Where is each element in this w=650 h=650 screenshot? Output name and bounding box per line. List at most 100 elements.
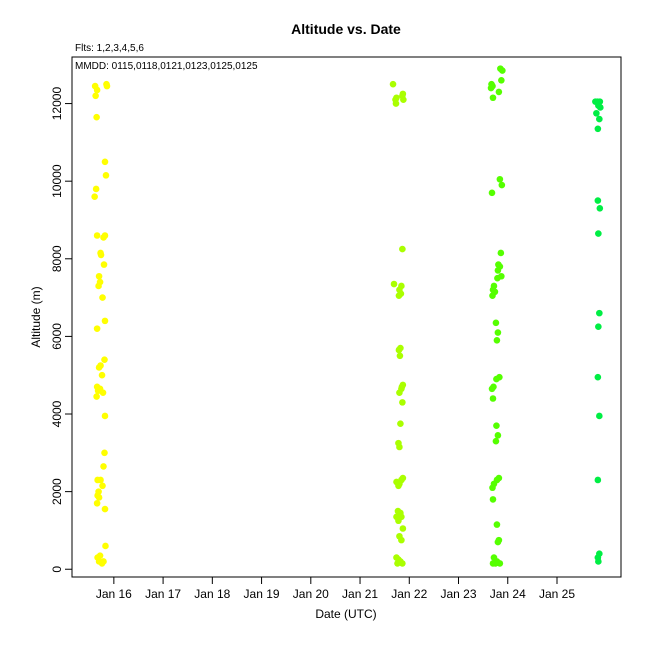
data-point: [487, 84, 495, 92]
data-point: [98, 371, 106, 379]
data-point: [398, 536, 405, 544]
data-point: [489, 292, 496, 299]
data-point: [596, 205, 604, 212]
data-point: [93, 325, 101, 332]
data-point: [496, 175, 504, 183]
x-tick-label: Jan 20: [293, 587, 329, 601]
y-tick-label: 10000: [50, 164, 64, 198]
data-point: [493, 375, 500, 383]
data-point: [96, 552, 104, 559]
y-tick-label: 0: [50, 566, 64, 573]
data-point: [103, 82, 111, 90]
y-axis-ticks: 0 2000 4000 6000 8000 10000 12000: [50, 87, 72, 573]
x-tick-label: Jan 19: [244, 587, 280, 601]
data-point: [596, 412, 603, 420]
data-point: [595, 558, 602, 565]
data-point: [93, 393, 100, 400]
data-point: [97, 251, 105, 259]
x-tick-label: Jan 21: [342, 587, 378, 601]
data-point: [92, 185, 100, 193]
data-point: [399, 399, 406, 406]
data-point: [495, 88, 503, 96]
x-tick-label: Jan 23: [441, 587, 477, 601]
data-point: [101, 356, 108, 363]
data-point: [99, 294, 106, 301]
data-point: [93, 113, 100, 121]
x-tick-label: Jan 18: [194, 587, 230, 601]
data-point: [101, 317, 109, 325]
data-point: [102, 542, 109, 550]
data-point: [493, 422, 500, 429]
chart-title: Altitude vs. Date: [291, 21, 401, 37]
series-4: [592, 98, 604, 565]
data-point: [489, 484, 496, 492]
x-tick-label: Jan 17: [145, 587, 181, 601]
data-point: [498, 76, 505, 84]
data-point: [595, 230, 602, 237]
data-point: [101, 505, 109, 513]
data-point: [399, 245, 406, 253]
series-1: [91, 80, 111, 567]
data-point: [102, 172, 110, 179]
data-point: [95, 282, 102, 290]
data-point: [594, 125, 602, 133]
data-point: [488, 189, 496, 197]
data-point: [396, 389, 403, 396]
data-point: [594, 476, 602, 484]
x-tick-label: Jan 24: [490, 587, 526, 601]
data-point: [496, 560, 504, 567]
y-tick-label: 6000: [50, 323, 64, 350]
mmdd-note: MMDD: 0115,0118,0121,0123,0125,0125: [75, 61, 258, 72]
data-point: [94, 476, 101, 484]
data-point: [489, 496, 497, 503]
data-point: [493, 521, 501, 528]
data-point: [596, 115, 603, 123]
data-point: [594, 197, 602, 204]
data-point: [494, 538, 502, 546]
x-tick-label: Jan 22: [391, 587, 427, 601]
data-point: [95, 364, 103, 371]
data-point: [396, 443, 403, 451]
data-point: [397, 420, 404, 428]
data-point: [95, 272, 103, 280]
data-point: [494, 329, 502, 336]
data-point: [395, 292, 403, 299]
data-point: [92, 92, 99, 100]
data-point: [499, 67, 506, 74]
data-point: [489, 94, 497, 102]
y-axis-label: Altitude (m): [29, 286, 43, 347]
data-point: [101, 412, 109, 420]
data-point: [100, 261, 108, 268]
data-point: [494, 274, 501, 282]
data-point: [492, 437, 500, 445]
data-point: [389, 80, 397, 88]
data-point: [101, 449, 108, 457]
data-point: [595, 323, 602, 331]
data-point: [489, 560, 497, 567]
data-point: [593, 109, 600, 117]
data-point: [493, 336, 501, 344]
data-point: [489, 395, 497, 402]
data-point: [99, 482, 106, 490]
data-point: [101, 232, 109, 239]
data-point: [492, 319, 500, 327]
y-tick-label: 4000: [50, 400, 64, 427]
data-point: [93, 86, 101, 94]
data-point: [392, 100, 400, 107]
data-point: [395, 517, 402, 525]
data-point: [596, 309, 603, 317]
data-point: [594, 373, 602, 381]
data-point: [494, 267, 502, 274]
series-3: [487, 65, 506, 567]
data-point: [93, 232, 101, 239]
data-point: [488, 385, 496, 393]
y-tick-label: 2000: [50, 478, 64, 505]
data-point: [399, 525, 407, 532]
data-point: [395, 482, 402, 490]
x-tick-label: Jan 25: [539, 587, 575, 601]
data-point: [91, 193, 98, 201]
data-point: [100, 463, 107, 470]
data-point: [100, 558, 107, 565]
data-point: [101, 158, 109, 166]
